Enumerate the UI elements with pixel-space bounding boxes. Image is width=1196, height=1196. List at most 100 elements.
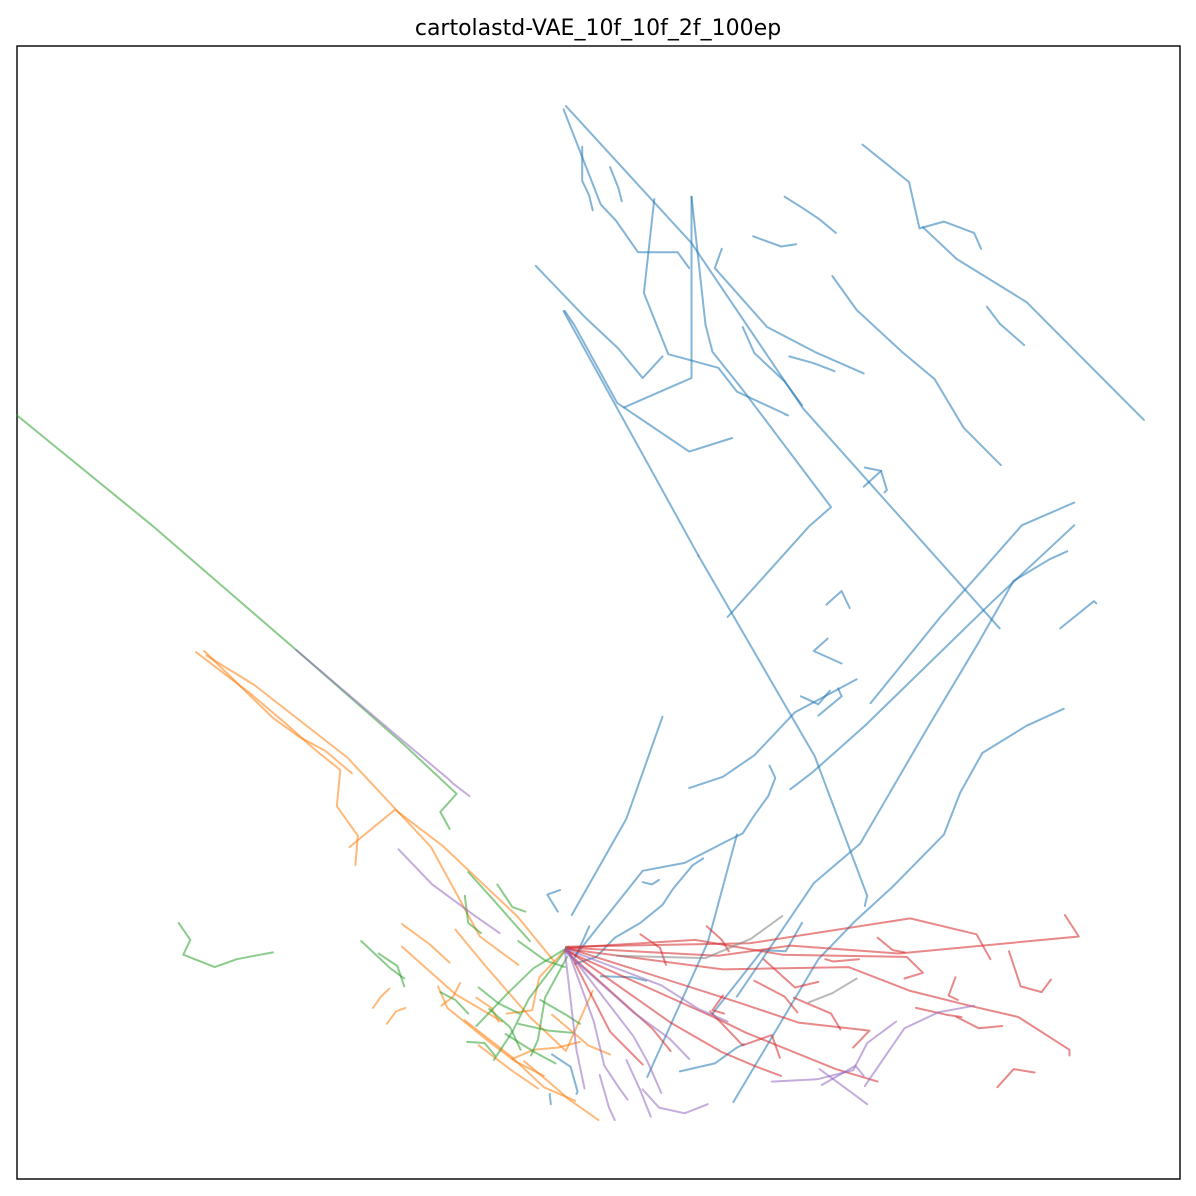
trajectory-line-1-3	[348, 808, 556, 963]
trajectory-line-1-16	[371, 987, 391, 1009]
trajectory-line-4-4	[566, 949, 663, 1094]
trajectory-line-0-0	[563, 310, 734, 453]
trajectory-line-3-9	[709, 1010, 781, 1059]
trajectory-line-2-3	[492, 945, 570, 1061]
trajectory-line-2-2	[475, 946, 569, 1027]
trajectory-line-0-39	[599, 975, 648, 982]
series-3	[563, 914, 1080, 1089]
trajectory-line-2-1	[177, 921, 274, 969]
trajectory-line-2-0	[16, 414, 458, 830]
trajectory-line-0-41	[548, 1093, 552, 1106]
trajectory-line-3-4	[566, 946, 871, 1049]
trajectory-line-3-10	[753, 979, 799, 1014]
trajectory-line-3-5	[566, 950, 879, 1083]
trajectory-line-0-37	[641, 878, 660, 886]
trajectory-line-0-24	[783, 195, 837, 234]
trajectory-line-2-10	[477, 986, 521, 1015]
trajectory-line-1-1	[203, 650, 353, 775]
trajectory-line-4-13	[820, 1064, 865, 1086]
trajectory-line-0-2	[697, 554, 869, 907]
trajectory-line-0-27	[789, 524, 1076, 791]
trajectory-line-3-18	[996, 1068, 1036, 1089]
trajectory-line-3-12	[762, 958, 820, 989]
trajectory-line-0-22	[1059, 600, 1098, 630]
trajectory-line-0-33	[678, 1043, 745, 1073]
trajectory-line-0-31	[732, 707, 1065, 1103]
plot-area	[16, 45, 1181, 1180]
trajectory-line-0-43	[799, 689, 831, 706]
trajectory-line-0-29	[574, 764, 777, 957]
trajectory-line-1-14	[440, 982, 462, 1007]
trajectory-line-4-10	[770, 1020, 898, 1083]
trajectory-line-2-16	[466, 1040, 496, 1057]
trajectory-line-2-8	[360, 940, 406, 980]
trajectory-line-0-17	[862, 466, 883, 488]
trajectory-line-0-6	[581, 145, 594, 212]
trajectory-line-0-11	[713, 247, 865, 375]
trajectory-line-5-0	[616, 915, 784, 960]
trajectory-line-1-5	[401, 923, 451, 964]
trajectory-line-0-40	[551, 1053, 579, 1095]
chart-title: cartolastd-VAE_10f_10f_2f_100ep	[415, 16, 781, 41]
trajectory-line-0-4	[564, 105, 1001, 630]
trajectory-line-0-23	[788, 355, 836, 373]
trajectory-line-3-19	[711, 994, 726, 1015]
trajectory-series-group	[16, 105, 1145, 1122]
trajectory-line-2-14	[504, 1033, 557, 1065]
trajectory-line-3-1	[569, 914, 1080, 957]
trajectory-line-1-13	[505, 946, 569, 1015]
trajectory-line-0-3	[534, 264, 664, 379]
trajectory-line-0-12	[741, 326, 803, 407]
trajectory-line-0-13	[752, 235, 798, 248]
trajectory-line-4-8	[625, 1059, 652, 1118]
trajectory-line-4-12	[863, 1004, 976, 1088]
trajectory-line-0-20	[812, 637, 843, 665]
trajectory-line-5-1	[808, 977, 858, 1004]
trajectory-line-2-17	[439, 991, 470, 1015]
trajectory-line-3-0	[564, 938, 924, 980]
trajectory-line-2-15	[517, 1022, 573, 1034]
trajectory-line-1-11	[523, 1060, 600, 1122]
trajectory-line-0-30	[735, 550, 1069, 998]
series-0	[534, 105, 1145, 1106]
trajectory-line-3-17	[955, 1016, 1004, 1030]
trajectory-line-2-4	[530, 955, 569, 1057]
trajectory-line-2-5	[496, 883, 527, 913]
trajectory-line-0-7	[609, 166, 623, 203]
trajectory-line-4-3	[566, 946, 629, 1101]
trajectory-line-0-32	[646, 833, 738, 1078]
trajectory-line-4-9	[641, 1088, 709, 1115]
series-5	[616, 915, 858, 1004]
trajectory-line-4-0	[295, 648, 471, 797]
trajectory-line-4-6	[564, 948, 729, 1023]
trajectory-line-3-16	[1008, 950, 1052, 994]
trajectory-line-4-2	[563, 949, 586, 1090]
trajectory-line-1-10	[511, 1040, 581, 1060]
trajectory-line-0-42	[817, 687, 843, 717]
trajectory-line-0-16	[922, 226, 1145, 421]
trajectory-line-1-8	[463, 1019, 577, 1102]
trajectory-line-3-13	[824, 958, 860, 963]
series-1	[195, 650, 612, 1122]
trajectory-line-1-7	[437, 985, 545, 1077]
trajectory-line-4-7	[598, 1073, 616, 1122]
trajectory-line-3-21	[705, 925, 730, 953]
trajectory-line-3-3	[566, 948, 1071, 1057]
trajectory-line-1-9	[477, 1044, 539, 1090]
trajectory-line-1-0	[195, 651, 359, 867]
trajectory-line-0-10	[690, 195, 833, 618]
trajectory-line-2-9	[377, 952, 406, 988]
trajectory-line-0-1	[562, 310, 700, 557]
trajectory-line-0-35	[546, 889, 562, 913]
trajectory-line-3-22	[947, 976, 959, 1001]
trajectory-line-1-17	[385, 1006, 407, 1025]
trajectory-line-2-12	[517, 940, 566, 969]
trajectory-line-3-2	[564, 917, 992, 961]
series-4	[295, 648, 976, 1122]
trajectory-line-0-25	[985, 305, 1026, 347]
trajectory-line-2-7	[463, 894, 482, 935]
trajectory-line-0-28	[570, 715, 664, 916]
trajectory-line-0-18	[880, 469, 888, 494]
trajectory-line-0-8	[642, 198, 790, 417]
